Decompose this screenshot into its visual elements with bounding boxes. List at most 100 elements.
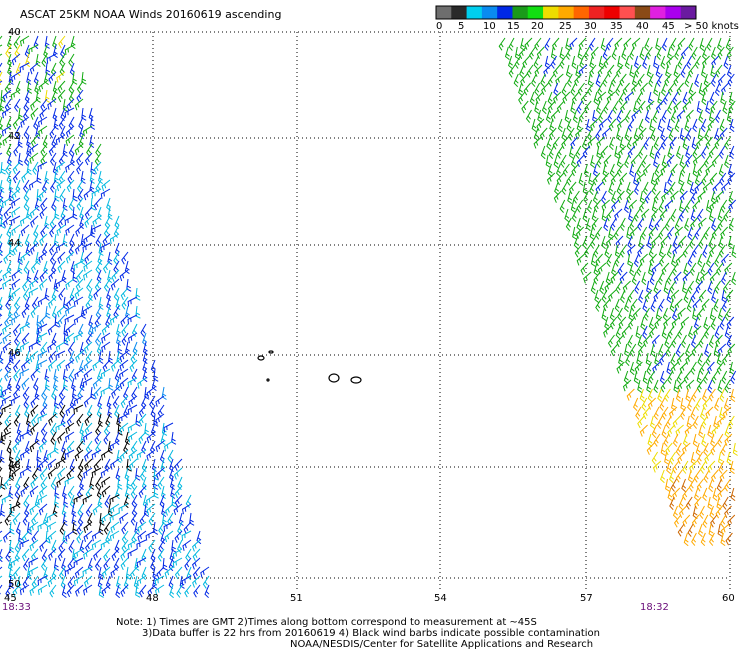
wind-barb (37, 323, 48, 334)
wind-barb (676, 370, 683, 384)
wind-barb (519, 64, 525, 79)
wind-barb (103, 224, 111, 238)
wind-barb (73, 494, 84, 505)
wind-barb (15, 476, 21, 491)
wind-barb (559, 46, 565, 61)
wind-barb (168, 557, 174, 572)
wind-barb (83, 269, 93, 281)
wind-barb (578, 37, 587, 51)
wind-barb (589, 226, 595, 241)
wind-barb (94, 332, 102, 346)
wind-barb (45, 305, 51, 319)
wind-barb (719, 118, 725, 133)
wind-barb (644, 37, 650, 52)
wind-barb (82, 377, 93, 388)
wind-barb (124, 485, 130, 500)
wind-barb (614, 298, 620, 313)
wind-barb (76, 521, 84, 535)
wind-barb (696, 208, 704, 222)
wind-barb (645, 46, 653, 60)
wind-barb (48, 359, 57, 372)
wind-barb (601, 235, 607, 250)
wind-barb (721, 253, 729, 267)
wind-barb (596, 100, 601, 115)
wind-barb (73, 404, 84, 415)
wind-barb (676, 352, 685, 366)
wind-barb (68, 80, 75, 94)
wind-barb (582, 145, 591, 159)
wind-barb (63, 494, 69, 508)
wind-barb (165, 503, 174, 516)
wind-barb (672, 307, 678, 322)
wind-barb (711, 55, 719, 69)
wind-barb (726, 451, 732, 466)
wind-barb (158, 521, 165, 535)
wind-barb (642, 325, 648, 340)
wind-barb (42, 134, 48, 149)
wind-barb (513, 73, 519, 88)
wind-barb (88, 287, 94, 302)
wind-barb (665, 415, 672, 429)
wind-barb (157, 404, 165, 418)
wind-barb (534, 37, 542, 51)
wind-barb (10, 503, 21, 514)
wind-barb (116, 575, 121, 590)
wind-barb (731, 271, 737, 286)
wind-barb (146, 503, 156, 516)
wind-barb (622, 379, 632, 392)
wind-barb (51, 197, 57, 212)
wind-barb (0, 179, 5, 193)
wind-barb (29, 350, 39, 363)
wind-barb (721, 298, 728, 312)
wind-barb (52, 80, 58, 95)
wind-barb (22, 179, 30, 193)
wind-barb (89, 476, 95, 490)
wind-barb (629, 46, 635, 60)
wind-barb (56, 305, 66, 318)
wind-barb (150, 404, 156, 419)
wind-barb (162, 557, 168, 571)
wind-barb (30, 422, 39, 435)
wind-barb (30, 242, 39, 255)
wind-barb (704, 451, 712, 465)
wind-barb (24, 296, 30, 311)
wind-barb (145, 530, 156, 541)
wind-barb (615, 82, 622, 96)
wind-barb (687, 523, 694, 537)
wind-barb (651, 424, 658, 439)
wind-barb (44, 89, 50, 103)
wind-barb (60, 44, 66, 59)
wind-barb (16, 575, 22, 589)
wind-barb (720, 523, 730, 536)
wind-barb (520, 73, 528, 87)
wind-barb (686, 298, 692, 313)
wind-barb (682, 244, 690, 258)
wind-barb (22, 287, 30, 301)
wind-barb (633, 370, 639, 385)
wind-barb (53, 557, 60, 571)
wind-barb (607, 109, 613, 123)
wind-barb (35, 89, 41, 103)
wind-barb (718, 451, 724, 465)
wind-barb (599, 280, 605, 295)
wind-barb (12, 458, 21, 471)
wind-barb (21, 377, 30, 390)
wind-barb (724, 433, 733, 446)
lon-label-45: 45 (4, 593, 17, 604)
wind-barb (70, 152, 76, 167)
wind-barb (620, 100, 628, 114)
wind-barb (580, 91, 589, 105)
wind-barb (623, 370, 629, 385)
wind-barb (75, 584, 84, 597)
wind-barb (40, 224, 48, 238)
wind-barb (158, 539, 165, 553)
wind-barb (648, 217, 654, 232)
wind-barb (11, 197, 21, 209)
wind-barb (694, 226, 702, 240)
wind-barb (92, 359, 102, 371)
wind-barb (170, 485, 176, 499)
wind-barb (96, 206, 102, 221)
wind-barb (0, 584, 3, 595)
wind-barb (717, 46, 725, 60)
wind-barb (687, 226, 693, 241)
